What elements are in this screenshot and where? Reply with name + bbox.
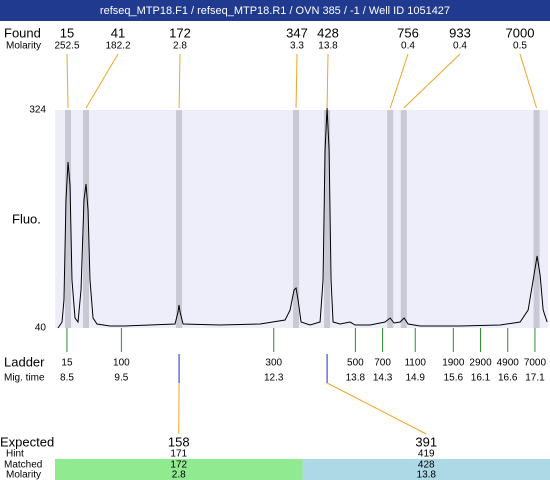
expected-label: Expected: [0, 434, 54, 449]
matched-bars: [55, 459, 550, 480]
ladder-time: 14.3: [373, 373, 393, 384]
peak-connector: [403, 53, 461, 109]
matched-molarity: 2.8: [172, 470, 186, 480]
peak-size: 7000: [506, 25, 535, 40]
y-tick-label: 324: [29, 105, 46, 116]
ladder-size: 15: [61, 358, 73, 369]
matched-label: Matched: [4, 460, 42, 471]
peak-connector: [85, 53, 119, 109]
peak-molarity: 182.2: [105, 41, 130, 52]
peak-connector: [519, 53, 538, 109]
peak-molarity: 0.4: [401, 41, 415, 52]
peak-molarity: 2.8: [173, 41, 187, 52]
peak-size: 756: [397, 25, 419, 40]
matched-bar: [302, 459, 550, 480]
y-tick-label: 40: [35, 323, 47, 334]
found-label: Found: [4, 25, 41, 40]
peak-size: 428: [317, 25, 339, 40]
peak-band: [293, 110, 300, 328]
matched-size: 172: [170, 460, 187, 471]
ladder-time: 9.5: [114, 373, 128, 384]
hint-size: 419: [418, 449, 435, 460]
expected-size: 391: [415, 434, 437, 449]
peak-molarity: 3.3: [290, 41, 304, 52]
mig-time-label: Mig. time: [4, 373, 45, 384]
ladder-size: 1100: [404, 358, 426, 369]
plot-area: [55, 110, 548, 328]
expected-connector: [326, 382, 427, 435]
title-bar: [0, 0, 550, 21]
ladder-size: 2900: [469, 358, 492, 369]
peak-band: [324, 110, 331, 328]
hint-size: 171: [170, 449, 187, 460]
peak-band: [400, 110, 407, 328]
peak-molarity: 13.8: [318, 41, 338, 52]
ladder-time: 15.6: [444, 373, 464, 384]
ladder-size: 100: [113, 358, 130, 369]
peak-band: [65, 110, 72, 328]
peak-connector: [66, 53, 69, 109]
ladder-size: 500: [347, 358, 364, 369]
peak-band: [533, 110, 540, 328]
peak-molarity: 0.4: [453, 41, 467, 52]
ladder-label: Ladder: [4, 354, 45, 369]
peak-connector: [326, 53, 329, 109]
matched-bar: [55, 459, 303, 480]
peak-size: 347: [286, 25, 308, 40]
ladder-time: 8.5: [60, 373, 74, 384]
ladder-time: 17.1: [525, 373, 545, 384]
peak-band: [387, 110, 394, 328]
ladder-time: 14.9: [405, 373, 425, 384]
ladder-size: 4900: [497, 358, 520, 369]
trace: [57, 107, 548, 329]
ladder-time: 13.8: [346, 373, 366, 384]
ladder-time: 12.3: [264, 373, 284, 384]
peak-size: 933: [449, 25, 471, 40]
peak-connector: [178, 53, 181, 109]
peak-connector: [389, 53, 409, 109]
expected-size: 158: [168, 434, 190, 449]
ladder-time: 16.6: [498, 373, 518, 384]
ladder-time: 16.1: [471, 373, 491, 384]
peak-molarity: 252.5: [54, 41, 79, 52]
peak-band: [83, 110, 90, 328]
hint-label: Hint: [6, 449, 24, 460]
molarity-label: Molarity: [6, 41, 41, 52]
y-axis-label: Fluo.: [12, 211, 41, 226]
matched-size: 428: [418, 460, 435, 471]
peak-connector: [295, 53, 298, 109]
ladder-size: 700: [374, 358, 391, 369]
ladder-size: 1900: [442, 358, 465, 369]
peak-size: 172: [169, 25, 191, 40]
peak-molarity: 0.5: [513, 41, 527, 52]
molarity-row-label: Molarity: [6, 470, 41, 480]
peak-size: 15: [60, 25, 74, 40]
peak-size: 41: [111, 25, 125, 40]
ladder-size: 300: [265, 358, 282, 369]
matched-molarity: 13.8: [417, 470, 437, 480]
peak-band: [176, 110, 183, 328]
ladder-size: 7000: [524, 358, 547, 369]
title: refseq_MTP18.F1 / refseq_MTP18.R1 / OVN …: [100, 5, 450, 17]
